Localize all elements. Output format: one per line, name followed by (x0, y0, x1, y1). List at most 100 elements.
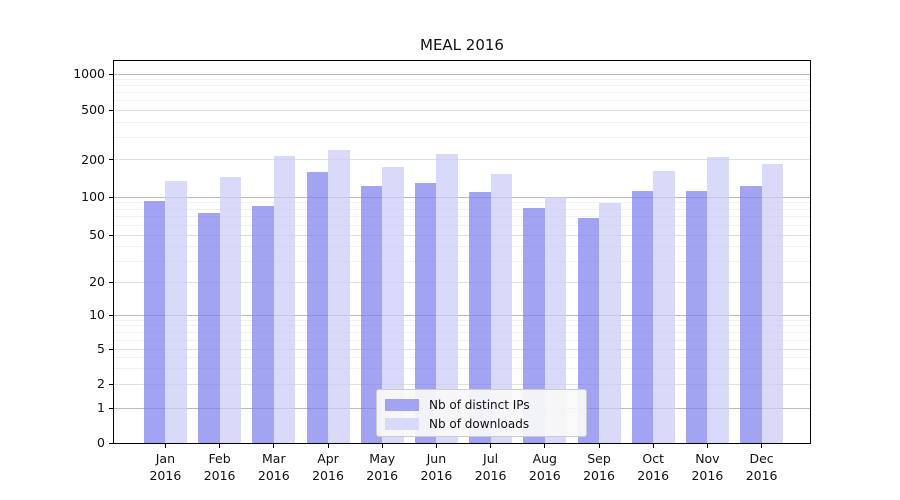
x-tick-sep (598, 444, 600, 448)
x-tick-dec (761, 444, 763, 448)
bar-apr-distinct-ips (306, 172, 328, 443)
bar-oct-distinct-ips (631, 190, 654, 443)
gridline-100 (114, 196, 810, 198)
gridline-700 (114, 92, 810, 94)
gridline-7 (114, 331, 810, 333)
gridline-9 (114, 319, 810, 321)
x-tick-label-sep: Sep 2016 (583, 451, 615, 483)
gridline-300 (114, 137, 810, 139)
gridline-200 (114, 159, 810, 160)
bar-jul-distinct-ips (469, 191, 491, 443)
x-tick-label-jun: Jun 2016 (420, 451, 453, 483)
chart-title: MEAL 2016 (420, 36, 504, 54)
gridline-900 (114, 78, 810, 80)
legend: Nb of distinct IPs Nb of downloads (376, 389, 587, 437)
x-tick-label-jan: Jan 2016 (149, 451, 182, 483)
gridline-90 (114, 202, 810, 204)
bar-dec-distinct-ips (740, 185, 762, 443)
gridline-3 (114, 368, 810, 369)
bar-jun-distinct-ips (414, 182, 437, 443)
y-tick-label-5: 5 (97, 341, 105, 356)
gridline-10 (114, 314, 810, 316)
y-tick-10 (109, 314, 114, 316)
bar-nov-downloads (707, 156, 729, 443)
y-tick-1 (109, 407, 114, 409)
x-tick-apr (327, 444, 329, 448)
x-tick-label-oct: Oct 2016 (637, 451, 670, 483)
gridline-800 (114, 85, 810, 87)
y-tick-label-10: 10 (89, 307, 105, 322)
gridline-60 (114, 224, 810, 226)
y-tick-label-100: 100 (81, 189, 105, 204)
bar-jun-downloads (436, 154, 458, 443)
x-tick-label-dec: Dec 2016 (745, 451, 778, 483)
bar-mar-distinct-ips (252, 205, 274, 443)
x-tick-jul (490, 444, 492, 448)
bar-jan-downloads (165, 180, 187, 443)
gridline-6 (114, 339, 810, 341)
gridline-70 (114, 216, 810, 218)
gridline-4 (114, 357, 810, 359)
legend-label-distinct-ips: Nb of distinct IPs (429, 397, 530, 412)
bar-feb-distinct-ips (198, 212, 220, 443)
gridline-600 (114, 100, 810, 102)
bar-aug-distinct-ips (523, 207, 545, 443)
y-tick-label-20: 20 (89, 274, 105, 289)
y-tick-label-500: 500 (81, 102, 105, 117)
x-tick-oct (652, 444, 654, 448)
y-tick-label-0: 0 (97, 435, 105, 450)
legend-swatch-distinct-ips (385, 398, 419, 411)
x-tick-label-mar: Mar 2016 (257, 451, 290, 483)
gridline-40 (114, 245, 810, 247)
x-tick-label-nov: Nov 2016 (691, 451, 724, 483)
plot-area (113, 60, 811, 444)
y-tick-1000 (109, 73, 114, 75)
gridline-80 (114, 208, 810, 210)
bar-aug-downloads (544, 197, 567, 443)
y-tick-0 (109, 442, 114, 444)
x-tick-label-feb: Feb 2016 (203, 451, 236, 483)
x-tick-jun (435, 444, 437, 448)
gridline-8 (114, 325, 810, 327)
legend-swatch-downloads (385, 417, 419, 430)
y-tick-label-1: 1 (97, 400, 105, 415)
y-tick-200 (109, 159, 114, 160)
bar-jan-distinct-ips (143, 200, 166, 443)
bar-sep-downloads (599, 202, 621, 443)
bar-mar-downloads (273, 155, 296, 443)
gridline-30 (114, 260, 810, 262)
gridline-500 (114, 109, 810, 111)
x-tick-nov (706, 444, 708, 448)
gridline-2 (114, 383, 810, 385)
y-tick-label-50: 50 (89, 227, 105, 242)
x-tick-label-may: May 2016 (366, 451, 399, 483)
bar-nov-distinct-ips (685, 190, 708, 443)
bar-sep-distinct-ips (577, 218, 599, 443)
y-tick-label-2: 2 (97, 376, 105, 391)
x-tick-may (381, 444, 383, 448)
y-tick-50 (109, 234, 114, 236)
bar-apr-downloads (328, 149, 350, 443)
bar-dec-downloads (761, 163, 784, 443)
y-tick-500 (109, 109, 114, 111)
x-tick-label-aug: Aug 2016 (528, 451, 561, 483)
bar-oct-downloads (653, 170, 675, 443)
y-tick-5 (109, 348, 114, 350)
x-tick-label-apr: Apr 2016 (312, 451, 344, 483)
x-tick-jan (164, 444, 166, 448)
gridline-1000 (114, 73, 810, 75)
legend-item-distinct-ips: Nb of distinct IPs (385, 396, 578, 413)
x-tick-aug (544, 444, 546, 448)
x-tick-feb (219, 444, 221, 448)
y-tick-label-1000: 1000 (73, 66, 105, 81)
gridline-400 (114, 121, 810, 123)
legend-item-downloads: Nb of downloads (385, 415, 578, 432)
y-tick-2 (109, 383, 114, 385)
gridline-20 (114, 281, 810, 283)
y-tick-label-200: 200 (81, 151, 105, 167)
gridline-5 (114, 348, 810, 350)
x-tick-mar (273, 444, 275, 448)
bar-feb-downloads (219, 176, 242, 443)
x-tick-label-jul: Jul 2016 (474, 451, 507, 483)
